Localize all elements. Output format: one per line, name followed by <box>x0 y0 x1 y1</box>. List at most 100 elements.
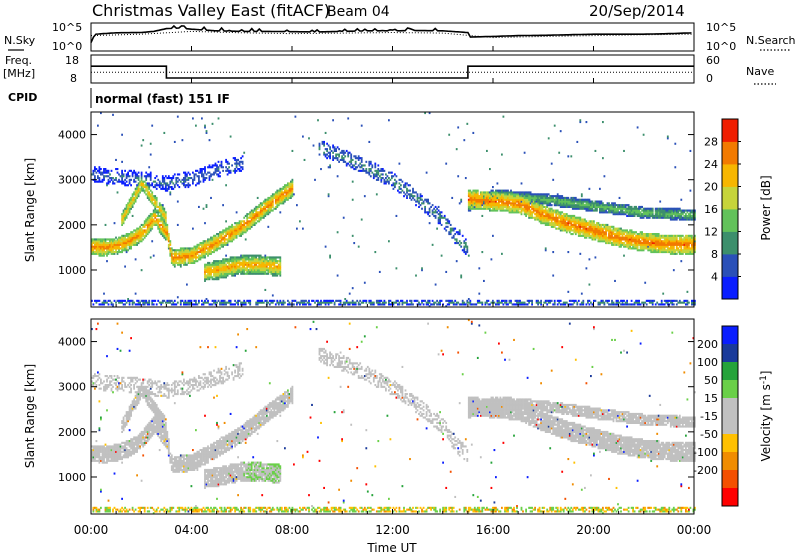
power-cell <box>213 238 215 241</box>
power-cell <box>291 299 294 302</box>
power-cell <box>122 242 125 245</box>
power-cell <box>368 171 371 174</box>
power-cell <box>145 182 148 185</box>
power-cell <box>134 195 137 198</box>
power-cell <box>101 247 104 250</box>
power-cell <box>591 207 594 210</box>
power-cell <box>534 218 536 221</box>
power-cell <box>291 184 294 187</box>
power-cell <box>602 207 604 210</box>
power-cell <box>226 301 229 304</box>
power-cell <box>157 214 160 217</box>
power-cell <box>540 222 542 225</box>
power-cell <box>565 214 568 217</box>
power-cell <box>137 175 140 178</box>
power-cell <box>587 227 589 230</box>
power-cell <box>535 207 538 210</box>
power-cell <box>246 265 249 268</box>
power-cell <box>127 175 129 178</box>
power-cell <box>327 155 330 158</box>
power-cell <box>357 157 360 160</box>
power-cell <box>540 301 542 304</box>
power-cell <box>100 173 102 176</box>
power-cell <box>345 299 348 302</box>
power-cell <box>192 247 194 250</box>
power-cell <box>261 261 264 264</box>
power-cell <box>256 269 259 272</box>
power-cell <box>473 207 476 210</box>
power-cell <box>567 229 570 232</box>
power-cell <box>615 207 618 210</box>
power-cell <box>416 195 419 198</box>
power-cell <box>223 276 226 279</box>
power-cell <box>341 151 343 154</box>
power-cell <box>529 200 532 203</box>
power-cell <box>564 225 567 228</box>
power-cell <box>92 173 95 176</box>
power-cell <box>249 214 252 217</box>
power-cell <box>261 301 264 304</box>
power-cell <box>620 211 622 214</box>
power-cell <box>231 303 233 306</box>
power-cell <box>186 283 188 286</box>
power-cell <box>97 180 99 183</box>
power-cell <box>243 151 246 154</box>
power-cell <box>381 303 384 306</box>
power-cell <box>565 225 568 228</box>
power-cell <box>594 231 597 234</box>
power-cell <box>559 303 562 306</box>
power-cell <box>627 213 630 216</box>
power-cell <box>577 231 580 234</box>
power-cell <box>499 189 502 192</box>
power-cell <box>593 225 595 228</box>
power-cell <box>555 209 558 212</box>
station-title: Christmas Valley East (fitACF) <box>92 1 330 20</box>
power-cell <box>513 198 515 201</box>
power-cell <box>516 204 518 207</box>
power-cell <box>602 121 604 124</box>
power-cell <box>130 231 132 234</box>
power-cell <box>127 184 129 187</box>
power-cell <box>121 247 123 250</box>
power-cell <box>626 301 628 304</box>
power-cell <box>499 207 502 210</box>
power-cell <box>590 200 592 203</box>
power-cell <box>143 301 146 304</box>
power-cell <box>324 148 327 151</box>
power-cell <box>232 274 235 277</box>
power-cell <box>133 193 135 196</box>
power-cell <box>538 214 541 217</box>
power-cell <box>504 191 506 194</box>
power-cell <box>128 247 131 250</box>
power-cell <box>590 222 592 225</box>
power-cell <box>574 223 577 226</box>
power-cell <box>394 178 396 181</box>
power-cell <box>98 180 101 183</box>
power-cell <box>216 263 218 266</box>
power-cell <box>265 301 268 304</box>
power-cell <box>137 195 140 198</box>
power-cell <box>332 299 334 302</box>
power-cell <box>109 240 111 243</box>
power-cell <box>529 209 532 212</box>
power-cell <box>596 200 598 203</box>
power-cell <box>91 242 93 245</box>
power-cell <box>270 261 273 264</box>
power-cell <box>252 267 255 270</box>
power-cell <box>288 193 291 196</box>
power-cell <box>211 263 214 266</box>
power-cell <box>562 301 565 304</box>
power-cell <box>615 233 618 236</box>
power-cell <box>116 242 119 245</box>
power-cell <box>122 222 125 225</box>
power-cell <box>584 223 586 226</box>
power-cell <box>116 238 119 241</box>
power-cell <box>277 272 280 275</box>
power-cell <box>226 260 229 263</box>
power-cell <box>597 222 600 225</box>
power-cell <box>580 229 583 232</box>
power-cell <box>192 249 194 252</box>
power-cell <box>255 209 258 212</box>
power-cell <box>122 211 125 214</box>
power-cell <box>529 214 532 217</box>
